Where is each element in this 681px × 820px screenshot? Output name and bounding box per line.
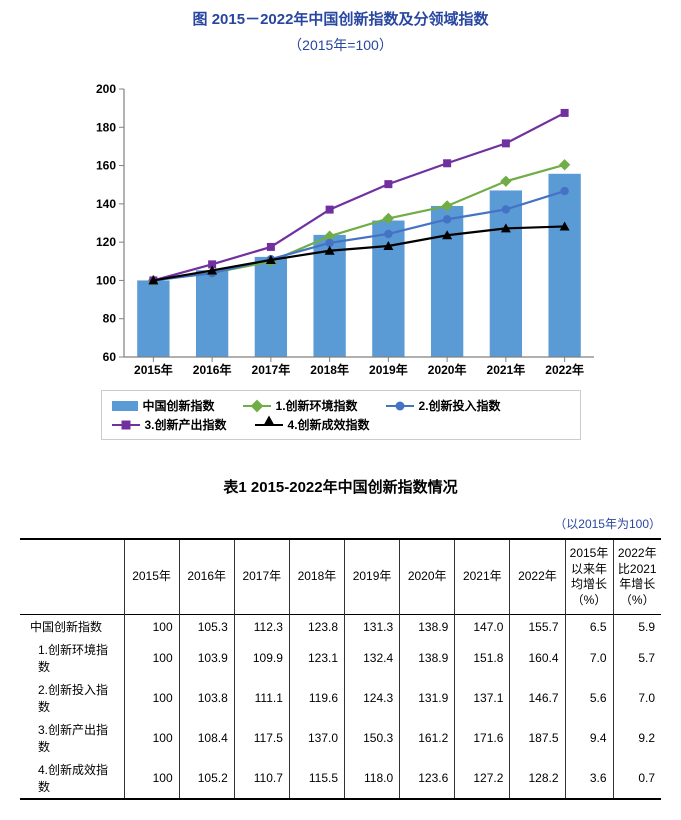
table-row: 4.创新成效指数100105.2110.7115.5118.0123.6127.… <box>20 758 661 799</box>
table-header: 2020年 <box>400 539 455 615</box>
svg-text:2018年: 2018年 <box>310 362 349 377</box>
table-header: 2018年 <box>289 539 344 615</box>
table-header: 2021年 <box>455 539 510 615</box>
table-header: 2016年 <box>179 539 234 615</box>
legend-item: 4.创新成效指数 <box>255 416 370 433</box>
legend-item: 2.创新投入指数 <box>386 397 501 414</box>
svg-text:160: 160 <box>95 159 115 173</box>
svg-text:80: 80 <box>102 312 116 326</box>
chart-svg: 60 80 100 120 140 160 180 200 2015年 2016年 2017年 201… <box>76 79 606 379</box>
table-header: 2019年 <box>345 539 400 615</box>
table-header <box>20 539 124 615</box>
svg-text:60: 60 <box>102 350 116 364</box>
chart-subtitle: （2015年=100） <box>20 35 661 55</box>
svg-text:2016年: 2016年 <box>192 362 231 377</box>
table-header: 2015年以来年均增长（%） <box>565 539 613 615</box>
table-row: 3.创新产出指数100108.4117.5137.0150.3161.2171.… <box>20 718 661 758</box>
svg-text:180: 180 <box>95 120 115 134</box>
svg-text:2021年: 2021年 <box>486 362 525 377</box>
svg-text:120: 120 <box>95 235 115 249</box>
legend-item: 1.创新环境指数 <box>243 397 358 414</box>
chart-legend: 中国创新指数 1.创新环境指数 2.创新投入指数 3.创新产出指数 4.创新成效指数 <box>101 390 581 440</box>
legend-item: 3.创新产出指数 <box>112 416 227 433</box>
table-row: 2.创新投入指数100103.8111.1119.6124.3131.9137.… <box>20 678 661 718</box>
svg-text:200: 200 <box>95 82 115 96</box>
table-header: 2015年 <box>124 539 179 615</box>
svg-text:2015年: 2015年 <box>134 362 173 377</box>
table-row: 中国创新指数100105.3112.3123.8131.3138.9147.01… <box>20 615 661 639</box>
svg-text:2020年: 2020年 <box>427 362 466 377</box>
svg-text:2019年: 2019年 <box>369 362 408 377</box>
table-header: 2022年比2021年增长（%） <box>613 539 661 615</box>
chart-title: 图 2015－2022年中国创新指数及分领域指数 <box>20 8 661 29</box>
chart-container: 60 80 100 120 140 160 180 200 2015年 2016年 2017年 201… <box>76 79 606 440</box>
svg-text:2022年: 2022年 <box>545 362 584 377</box>
table-note: （以2015年为100） <box>20 515 661 532</box>
table-header: 2017年 <box>234 539 289 615</box>
svg-text:140: 140 <box>95 197 115 211</box>
table-title: 表1 2015-2022年中国创新指数情况 <box>20 476 661 497</box>
table-header: 2022年 <box>510 539 565 615</box>
svg-text:100: 100 <box>95 273 115 287</box>
svg-text:2017年: 2017年 <box>251 362 290 377</box>
table-row: 1.创新环境指数100103.9109.9123.1132.4138.9151.… <box>20 638 661 678</box>
legend-item: 中国创新指数 <box>112 397 215 414</box>
data-table: 2015年2016年2017年2018年2019年2020年2021年2022年… <box>20 538 661 800</box>
